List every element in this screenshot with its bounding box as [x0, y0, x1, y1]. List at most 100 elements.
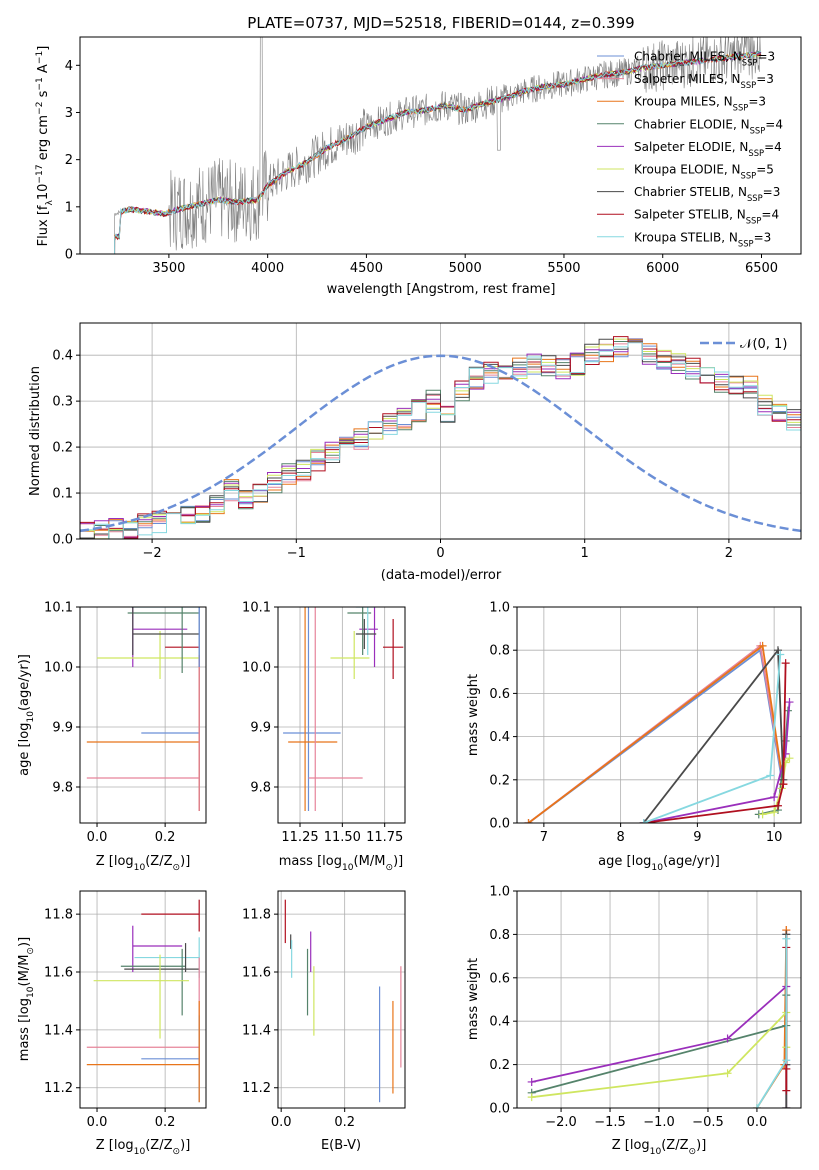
x-tick-label: 0.2	[155, 1115, 176, 1130]
plot-area	[283, 607, 404, 811]
x-tick-label: 0	[436, 546, 444, 561]
panel-spectrum: 3500 4000 4500 5000 5500 6000 6500 0 1 2 3 4	[65, 36, 802, 276]
errorbar-chabrier-stelib	[124, 943, 200, 973]
weight-marker	[758, 810, 767, 819]
y-tick-label: 9.9	[52, 721, 73, 736]
y-tick-label: 0.2	[489, 1058, 510, 1073]
axes-frame	[277, 890, 406, 1109]
x-tick-label: 0.2	[155, 830, 176, 845]
errorbar-kroupa-elodie	[93, 954, 189, 1039]
x-tick-label: −2	[143, 546, 162, 561]
x-tick-label: 5000	[449, 261, 482, 276]
plot-area	[86, 607, 200, 811]
errorbar-salpeter-stelib	[382, 619, 404, 679]
x-tick-label: 0.2	[334, 1115, 355, 1130]
weight-z-xlabel: Z [log10(Z/Z⊙)]	[612, 1138, 707, 1157]
y-tick-label: 0	[65, 248, 73, 263]
y-tick-label: 2	[65, 153, 73, 168]
errorbar-kroupa-elodie	[330, 631, 370, 679]
legend-label: Chabrier MILES, NSSP=3	[634, 50, 775, 68]
histogram-salpeter-elodie	[80, 340, 801, 539]
weight-marker	[770, 793, 779, 802]
y-tick-label: 11.2	[44, 1081, 73, 1096]
weight-marker	[639, 819, 648, 823]
x-tick-label: −1.5	[594, 1115, 626, 1130]
y-tick-label: 0.8	[489, 928, 510, 943]
y-tick-label: 0.4	[52, 349, 73, 364]
legend-label: Kroupa MILES, NSSP=3	[634, 95, 766, 113]
y-tick-label: 0.3	[52, 395, 73, 410]
y-tick-label: 11.8	[44, 908, 73, 923]
age-mass-xlabel: mass [log10(M/M⊙)]	[279, 854, 403, 873]
legend-label: Salpeter STELIB, NSSP=4	[634, 208, 779, 226]
age-z-ylabel: age [log10(age/yr)]	[17, 654, 36, 776]
spectrum-xlabel: wavelength [Angstrom, rest frame]	[327, 282, 556, 297]
y-tick-label: 0.0	[489, 1102, 510, 1117]
y-tick-label: 0.4	[489, 730, 510, 745]
legend-label: Kroupa STELIB, NSSP=3	[634, 230, 771, 248]
mass-z-xlabel: Z [log10(Z/Z⊙)]	[96, 1138, 191, 1157]
weight-marker	[782, 1064, 791, 1073]
y-tick-label: 10.0	[242, 661, 271, 676]
x-tick-label: 0.0	[747, 1115, 768, 1130]
legend-label: Salpeter MILES, NSSP=3	[634, 72, 774, 90]
weight-marker	[782, 1104, 791, 1108]
errorbar-salpeter-miles	[308, 607, 363, 811]
errorbar-chabrier-stelib	[132, 607, 200, 655]
errorbar-chabrier-stelib	[355, 619, 377, 649]
x-tick-label: 5500	[547, 261, 580, 276]
mass-z-ylabel: mass [log10(M/M⊙)]	[17, 937, 36, 1061]
weight-line-kroupa-miles	[527, 644, 785, 823]
figure-title: PLATE=0737, MJD=52518, FIBERID=0144, z=0…	[247, 14, 634, 32]
y-tick-label: 11.8	[242, 908, 271, 923]
plot-area	[114, 37, 762, 254]
panel-mass-vs-Z: 0.0 0.2 11.2 11.4 11.6 11.8	[44, 890, 207, 1130]
errorbar-kroupa-miles	[288, 607, 338, 811]
plot-area	[524, 641, 794, 823]
spectrum-data-line	[114, 37, 762, 254]
y-tick-label: 0.2	[52, 441, 73, 456]
histogram-chabrier-stelib	[80, 338, 801, 539]
histogram-chabrier-miles	[80, 338, 801, 539]
errorbar-salpeter-elodie	[132, 925, 183, 973]
errorbar-kroupa-stelib	[355, 607, 377, 655]
y-tick-label: 10.0	[44, 661, 73, 676]
weight-age-xlabel: age [log10(age/yr)]	[598, 854, 720, 873]
histogram-ylabel: Normed distribution	[28, 366, 43, 496]
errorbar-chabrier-elodie	[127, 607, 200, 673]
errorbar-kroupa-miles	[86, 1000, 200, 1103]
age-z-xlabel: Z [log10(Z/Z⊙)]	[96, 854, 191, 873]
weight-marker	[782, 1086, 791, 1095]
y-tick-label: 9.9	[250, 721, 271, 736]
x-tick-label: 0.0	[87, 1115, 108, 1130]
plot-area	[80, 336, 801, 539]
mass-ebv-xlabel: E(B-V)	[321, 1138, 361, 1153]
x-tick-label: 0.0	[87, 830, 108, 845]
y-tick-label: 0.0	[489, 817, 510, 832]
y-tick-label: 3	[65, 106, 73, 121]
errorbar-salpeter-stelib	[141, 899, 200, 932]
panel-weight-vs-age: 7 8 9 10 0.0 0.2 0.4 0.6 0.8 1.0	[489, 601, 802, 845]
errorbar-kroupa-miles	[86, 667, 200, 811]
legend-label: Salpeter ELODIE, NSSP=4	[634, 140, 782, 158]
x-tick-label: 6500	[745, 261, 778, 276]
errorbar-chabrier-miles	[141, 1015, 200, 1103]
y-tick-label: 0.0	[52, 533, 73, 548]
spectrum-ylabel: Flux [fλ10−17 erg cm−2 s−1 A−1]	[35, 46, 55, 247]
plot-area	[86, 899, 200, 1103]
panel-weight-vs-Z: −2.0 −1.5 −1.0 −0.5 0.0 0.0 0.2 0.4 0.6 0.8 1.0	[489, 885, 802, 1130]
x-tick-label: 4000	[251, 261, 284, 276]
weight-marker	[723, 1069, 732, 1078]
y-tick-label: 11.6	[242, 966, 271, 981]
axes-frame	[79, 890, 207, 1109]
weight-marker	[752, 1104, 761, 1108]
weight-age-ylabel: mass weight	[466, 674, 481, 756]
weight-marker	[782, 1056, 791, 1065]
histogram-kroupa-miles	[80, 339, 801, 539]
gaussian-curve	[80, 354, 801, 533]
weight-marker	[766, 771, 775, 780]
legend-gauss-label: 𝒩(0, 1)	[740, 337, 787, 352]
spectrum-model-kroupa-stelib	[114, 50, 762, 254]
x-tick-label: 4500	[350, 261, 383, 276]
x-tick-label: 10	[766, 830, 783, 845]
